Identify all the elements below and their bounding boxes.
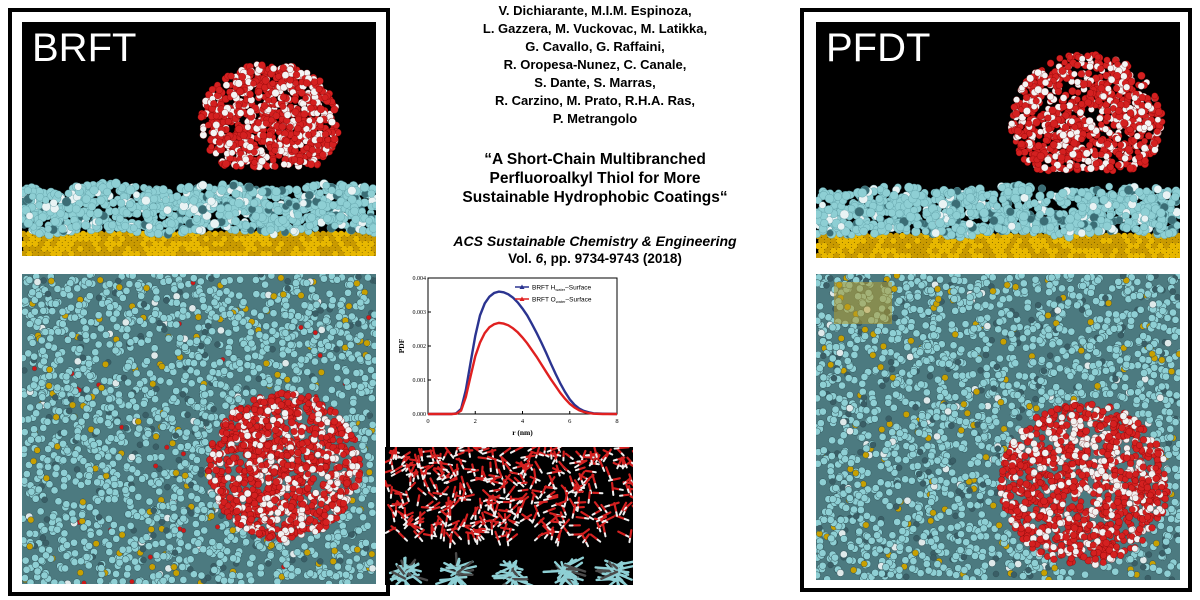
pfdt-side-view-simulation: PFDT bbox=[816, 22, 1180, 258]
md-snapshot-molecules bbox=[385, 447, 633, 585]
paper-title: “A Short-Chain Multibranched Perfluoroal… bbox=[400, 150, 790, 207]
pfdt-side-view-image bbox=[816, 51, 1180, 258]
title-line: Perfluoroalkyl Thiol for More bbox=[489, 170, 701, 187]
legend-marker-triangle bbox=[519, 296, 525, 301]
author-line: P. Metrangolo bbox=[552, 111, 638, 126]
volume-number: 6 bbox=[535, 251, 544, 266]
brft-label: BRFT bbox=[32, 26, 137, 70]
y-tick-label: 0.002 bbox=[413, 344, 427, 350]
x-tick-label: 2 bbox=[474, 418, 477, 425]
brft-side-view-image bbox=[22, 61, 376, 256]
y-tick-label: 0.001 bbox=[413, 378, 427, 384]
x-tick-label: 8 bbox=[615, 418, 618, 425]
pfdt-top-view-image bbox=[816, 274, 1180, 580]
journal-name: ACS Sustainable Chemistry & Engineering bbox=[453, 233, 737, 249]
pdf-line-chart: 0 2 4 6 8 0.000 0.001 0.002 0.003 0.004 r (nm) PDF B… bbox=[397, 276, 619, 437]
legend-label-0: BRFT Hwater–Surface bbox=[532, 285, 592, 293]
author-line: R. Carzino, M. Prato, R.H.A. Ras, bbox=[494, 93, 696, 108]
y-tick-label: 0.004 bbox=[413, 276, 427, 282]
legend-label-1: BRFT Owater–Surface bbox=[532, 297, 592, 305]
brft-side-view-simulation: BRFT bbox=[22, 22, 376, 256]
brft-panel: BRFT bbox=[8, 8, 390, 596]
brft-top-view-simulation bbox=[22, 274, 376, 584]
author-line: G. Cavallo, G. Raffaini, bbox=[525, 39, 665, 54]
brft-top-view-image bbox=[22, 274, 376, 584]
citation-volume: Vol. 6, pp. 9734-9743 (2018) bbox=[400, 251, 790, 266]
y-axis-label: PDF bbox=[397, 338, 406, 353]
pfdt-top-view-simulation bbox=[816, 274, 1180, 580]
md-snapshot-image bbox=[385, 447, 633, 585]
author-list: V. Dichiarante, M.I.M. Espinoza, L. Gazz… bbox=[400, 2, 790, 128]
title-line: “A Short-Chain Multibranched bbox=[484, 151, 706, 168]
title-line: Sustainable Hydrophobic Coatings“ bbox=[462, 189, 728, 206]
y-tick-label: 0.003 bbox=[413, 310, 427, 316]
x-tick-label: 4 bbox=[521, 418, 525, 425]
author-line: S. Dante, S. Marras, bbox=[534, 75, 656, 90]
x-tick-label: 0 bbox=[426, 418, 429, 425]
pfdt-panel: PFDT bbox=[800, 8, 1192, 592]
author-line: V. Dichiarante, M.I.M. Espinoza, bbox=[498, 3, 692, 18]
pfdt-label: PFDT bbox=[826, 26, 931, 70]
series-line-0 bbox=[428, 290, 618, 416]
legend-marker-triangle bbox=[519, 284, 525, 289]
volume-pages-year: , pp. 9734-9743 (2018) bbox=[543, 251, 682, 266]
author-line: L. Gazzera, M. Vuckovac, M. Latikka, bbox=[482, 21, 708, 36]
author-line: R. Oropesa-Nunez, C. Canale, bbox=[503, 57, 687, 72]
y-tick-label: 0.000 bbox=[413, 412, 427, 418]
x-tick-label: 6 bbox=[568, 418, 572, 425]
x-axis-label: r (nm) bbox=[512, 428, 533, 437]
volume-prefix: Vol. bbox=[508, 251, 536, 266]
series-line-1 bbox=[428, 321, 617, 416]
